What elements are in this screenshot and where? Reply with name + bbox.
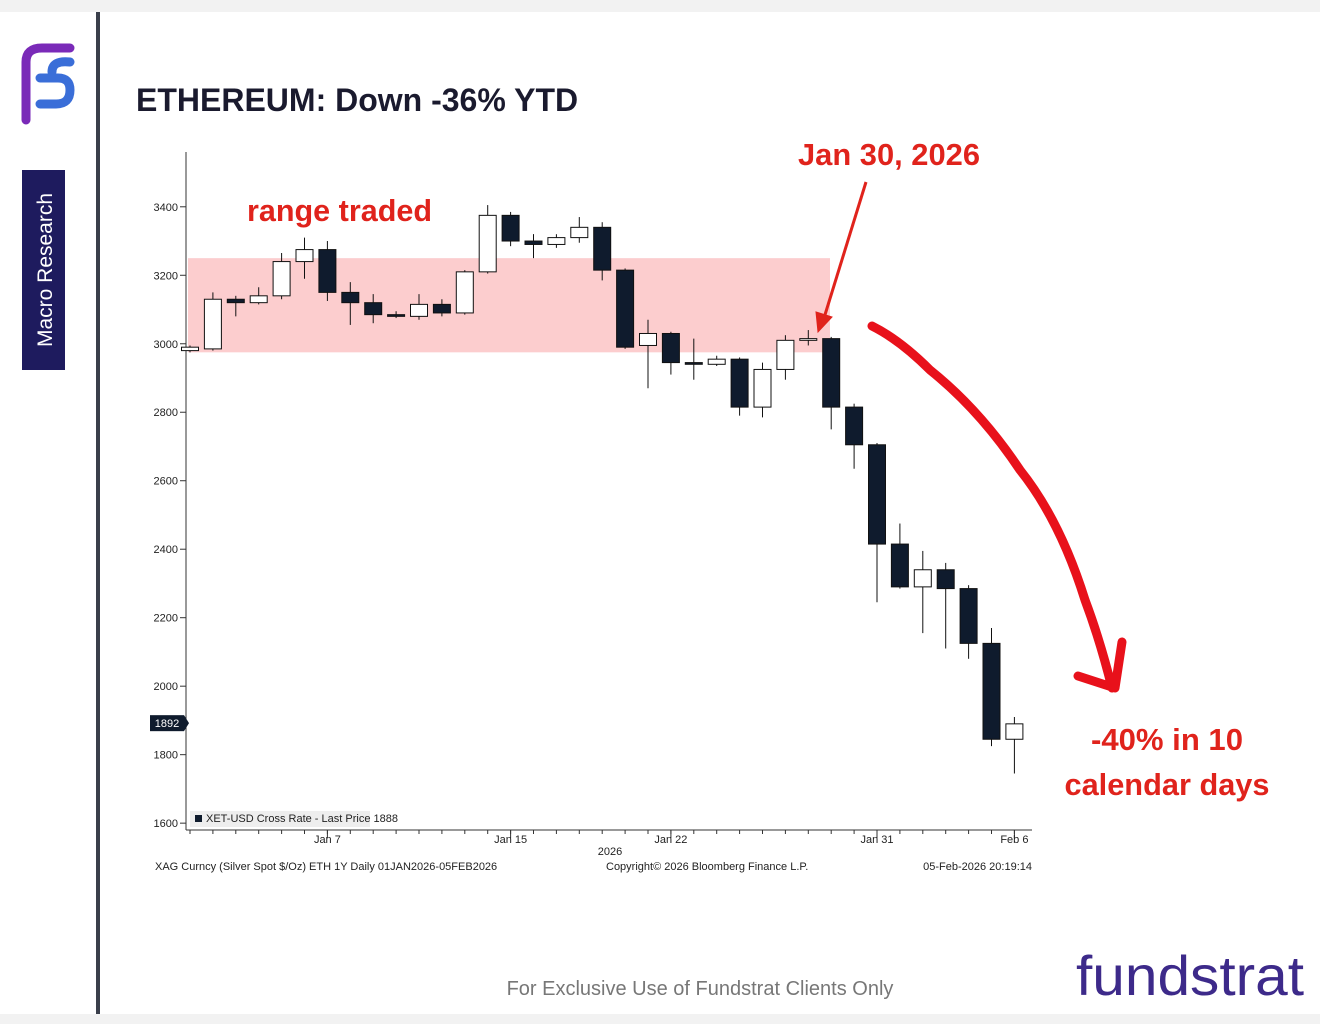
footer: For Exclusive Use of Fundstrat Clients O… [507,978,894,1000]
y-tick-label: 2000 [154,681,178,693]
candle-body [364,302,383,316]
last-price-label: 1892 [155,718,179,730]
candle-body [913,569,932,588]
legend-label: XET-USD Cross Rate - Last Price 1888 [206,813,398,825]
x-year-label: 2026 [598,846,622,858]
copyright: Copyright© 2026 Bloomberg Finance L.P. [606,861,808,873]
candle-body [387,314,406,317]
candle-body [845,406,864,446]
candle-body [1005,723,1024,740]
annotation: -40% in 10 [1091,722,1243,757]
legend-box [190,811,370,827]
candle-body [639,332,657,346]
y-tick-label: 2800 [154,407,178,419]
candle-body [203,298,222,350]
source-note: XAG Curncy (Silver Spot $/Oz) ETH 1Y Dai… [155,861,497,873]
candle-body [936,569,955,590]
range-band [188,258,830,353]
candle-body [959,588,978,644]
candle-body [547,237,566,245]
candle-body [295,249,314,263]
side-label: Macro Research [34,193,57,347]
annotation: range traded [247,193,432,228]
plot: 1600 1800 2000 2200 2400 2600 2800 3000 3200 3400… [150,152,1032,858]
legend-swatch [195,815,202,822]
candle-body [730,358,749,408]
y-tick-label: 1800 [154,750,178,762]
y-tick-label: 3400 [154,202,178,214]
candle-body [524,240,543,245]
candle-body [432,303,451,314]
x-tick-label: Jan 22 [654,834,687,846]
annotation-arrow [815,181,868,334]
candle-body [593,226,612,271]
candle-body [318,249,337,293]
y-tick-label: 1600 [154,818,178,830]
candle-body [501,214,520,242]
y-tick-label: 2400 [154,544,178,556]
bottom-border [0,1014,1320,1024]
annotation: Jan 30, 2026 [798,137,980,172]
candle-body [478,214,497,273]
y-tick-label: 3200 [154,270,178,282]
x-tick-label: Jan 15 [494,834,527,846]
candle-body [616,269,635,348]
candle-body [799,338,818,341]
y-tick-label: 2600 [154,476,178,488]
candle-body [982,642,1001,740]
y-tick-label: 3000 [154,339,178,351]
last-price-tag [150,715,184,732]
top-border [0,0,1320,12]
timestamp: 05-Feb-2026 20:19:14 [923,861,1032,873]
candle-body [661,332,680,364]
candle-body [455,271,474,314]
x-tick-label: Feb 6 [1000,834,1028,846]
brand-logo: fundstrat [1076,944,1304,1007]
candle-body [226,298,245,304]
x-tick-label: Jan 7 [314,834,341,846]
candle-body [570,226,589,239]
candle-body [868,444,886,545]
candle-body [890,543,909,588]
candle-body [776,339,795,370]
last-price-pointer [184,715,189,732]
chart-title: ETHEREUM: Down -36% YTD [136,82,578,118]
side-label-box [22,170,65,370]
candle-body [822,338,841,408]
annotation: calendar days [1065,767,1270,802]
candle-body [249,295,268,304]
trend-arrow [867,321,1127,693]
candle-body [753,368,772,408]
y-tick-label: 2200 [154,613,178,625]
candle-body [707,358,726,365]
candle-body [181,346,199,352]
candle-body [341,291,360,304]
candle-body [684,362,703,365]
x-tick-label: Jan 31 [860,834,893,846]
candle-body [410,303,428,317]
logo [21,43,75,125]
candle-body [272,261,291,297]
